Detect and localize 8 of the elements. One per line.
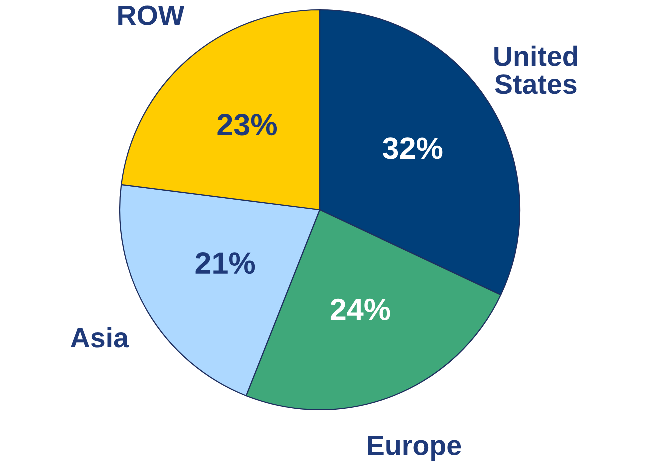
data-label: 32%: [383, 138, 443, 160]
data-label: 23%: [218, 114, 278, 136]
slice-label: ROW: [118, 6, 185, 26]
slice-label: Asia: [71, 327, 130, 348]
data-label: 24%: [330, 298, 390, 320]
slice-label: Europe: [368, 436, 462, 461]
slice-label: United States: [494, 46, 578, 94]
data-label: 21%: [196, 252, 256, 274]
